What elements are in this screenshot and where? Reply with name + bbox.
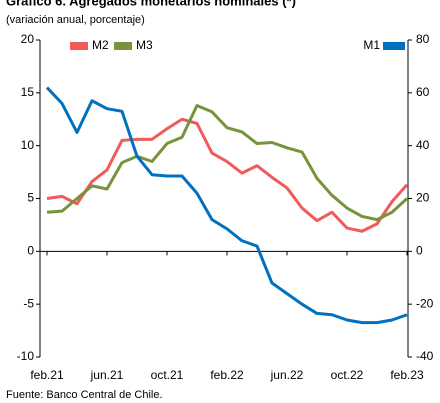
y2-tick-label: 60: [416, 85, 430, 99]
y2-tick-label: -40: [416, 349, 434, 363]
x-tick-label: jun.22: [270, 368, 304, 382]
y-tick-label: 5: [27, 191, 34, 205]
legend-swatch: [383, 42, 405, 50]
x-tick-label: feb.21: [30, 368, 64, 382]
legend-label: M1: [363, 38, 380, 52]
series-line: [46, 117, 409, 233]
y-tick-label: 0: [27, 244, 34, 258]
y2-tick-label: 80: [416, 32, 430, 46]
legend-label: M3: [136, 38, 153, 52]
chart-subtitle: (variación anual, porcentaje): [6, 14, 145, 26]
y2-tick-label: 0: [416, 244, 423, 258]
x-tick-label: feb.23: [390, 368, 424, 382]
x-tick-label: feb.22: [210, 368, 244, 382]
y-tick-label: 15: [21, 85, 35, 99]
x-tick-label: jun.21: [90, 368, 124, 382]
y-tick-label: 20: [21, 32, 35, 46]
series-line: [46, 104, 409, 222]
legend-label: M2: [92, 38, 109, 52]
y-tick-label: -5: [23, 296, 34, 310]
legend-swatch: [114, 42, 132, 50]
series-line: [45, 86, 408, 325]
x-tick-label: oct.22: [331, 368, 364, 382]
y2-tick-label: -20: [416, 296, 434, 310]
y2-tick-label: 40: [416, 138, 430, 152]
y-tick-label: -10: [17, 349, 35, 363]
y-tick-label: 10: [21, 138, 35, 152]
y2-tick-label: 20: [416, 191, 430, 205]
source: Fuente: Banco Central de Chile.: [6, 389, 163, 401]
x-tick-label: oct.21: [151, 368, 184, 382]
legend-swatch: [70, 42, 88, 50]
chart-title: Gráfico 6. Agregados monetarios nominale…: [6, 0, 296, 8]
